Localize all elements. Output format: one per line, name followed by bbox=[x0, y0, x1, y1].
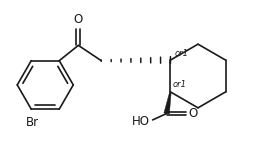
Text: Br: Br bbox=[26, 116, 39, 129]
Text: HO: HO bbox=[132, 115, 150, 128]
Text: or1: or1 bbox=[174, 48, 188, 58]
Text: O: O bbox=[188, 107, 198, 120]
Text: O: O bbox=[74, 13, 83, 26]
Polygon shape bbox=[164, 92, 171, 114]
Text: or1: or1 bbox=[172, 80, 186, 89]
